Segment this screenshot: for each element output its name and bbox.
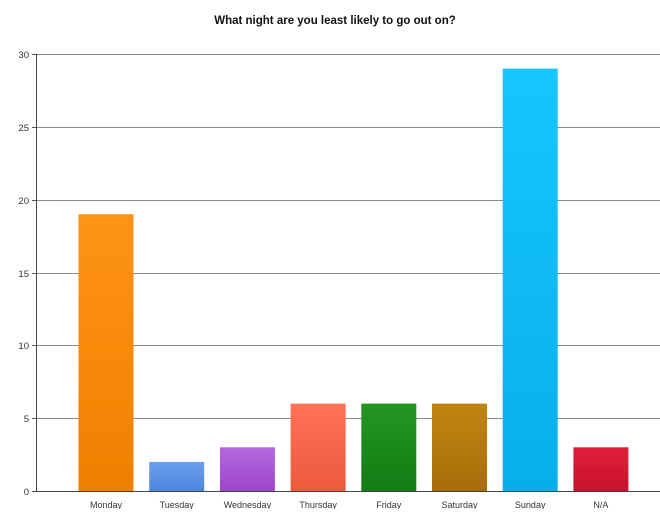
axes (36, 54, 660, 492)
bar-sunday (502, 68, 558, 491)
x-tick-label: Friday (376, 500, 402, 509)
x-tick-label: Wednesday (224, 500, 272, 509)
x-tick-label: Monday (90, 500, 123, 509)
bar-na (573, 447, 629, 491)
y-tick-label: 0 (24, 487, 29, 498)
bar-thursday (290, 403, 346, 491)
x-tick-label: Sunday (515, 500, 546, 509)
x-tick-label: Saturday (441, 500, 478, 509)
bar-friday (361, 403, 417, 491)
x-tick-label: N/A (593, 500, 608, 509)
y-axis-ticks: 0 5 10 15 20 25 30 (18, 50, 36, 498)
y-tick-label: 10 (18, 341, 29, 352)
chart-title: What night are you least likely to go ou… (214, 15, 456, 27)
y-tick-label: 20 (18, 196, 29, 207)
y-tick-label: 25 (18, 123, 29, 134)
x-tick-label: Tuesday (160, 500, 195, 509)
bar-tuesday (149, 461, 205, 491)
bar-monday (78, 214, 134, 491)
y-tick-label: 15 (18, 269, 29, 280)
bars (78, 68, 629, 491)
y-tick-label: 5 (24, 414, 29, 425)
bar-saturday (432, 403, 487, 491)
x-axis-labels: Monday Tuesday Wednesday Thursday Friday Satu… (90, 500, 608, 510)
bar-wednesday (219, 447, 275, 491)
y-tick-label: 30 (18, 50, 29, 61)
x-tick-label: Thursday (299, 500, 337, 509)
